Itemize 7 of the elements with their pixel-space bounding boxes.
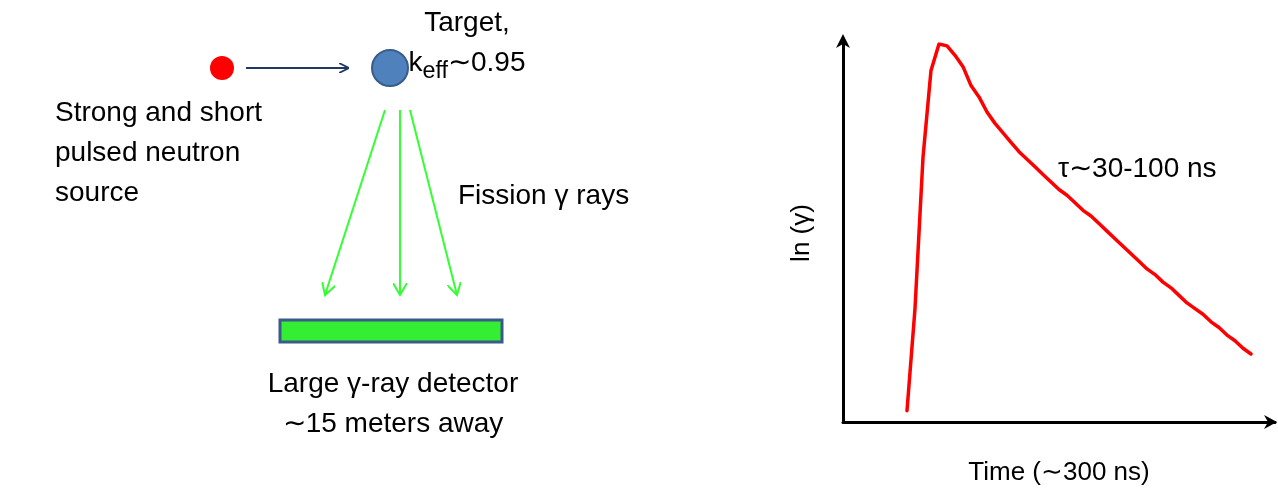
text: Strong and short pulsed neutron source xyxy=(55,95,264,209)
y-axis-title: ln (γ) xyxy=(785,204,815,262)
x-axis-title: Time (∼300 ns) xyxy=(968,456,1150,486)
annotation: τ∼30-100 ns xyxy=(1058,151,1218,185)
text: Target, k$_{eff}$∼0.95 xyxy=(407,5,527,85)
text: Fission γ rays xyxy=(458,178,631,212)
text: Large γ-ray detector ∼15 meters away xyxy=(266,366,520,440)
